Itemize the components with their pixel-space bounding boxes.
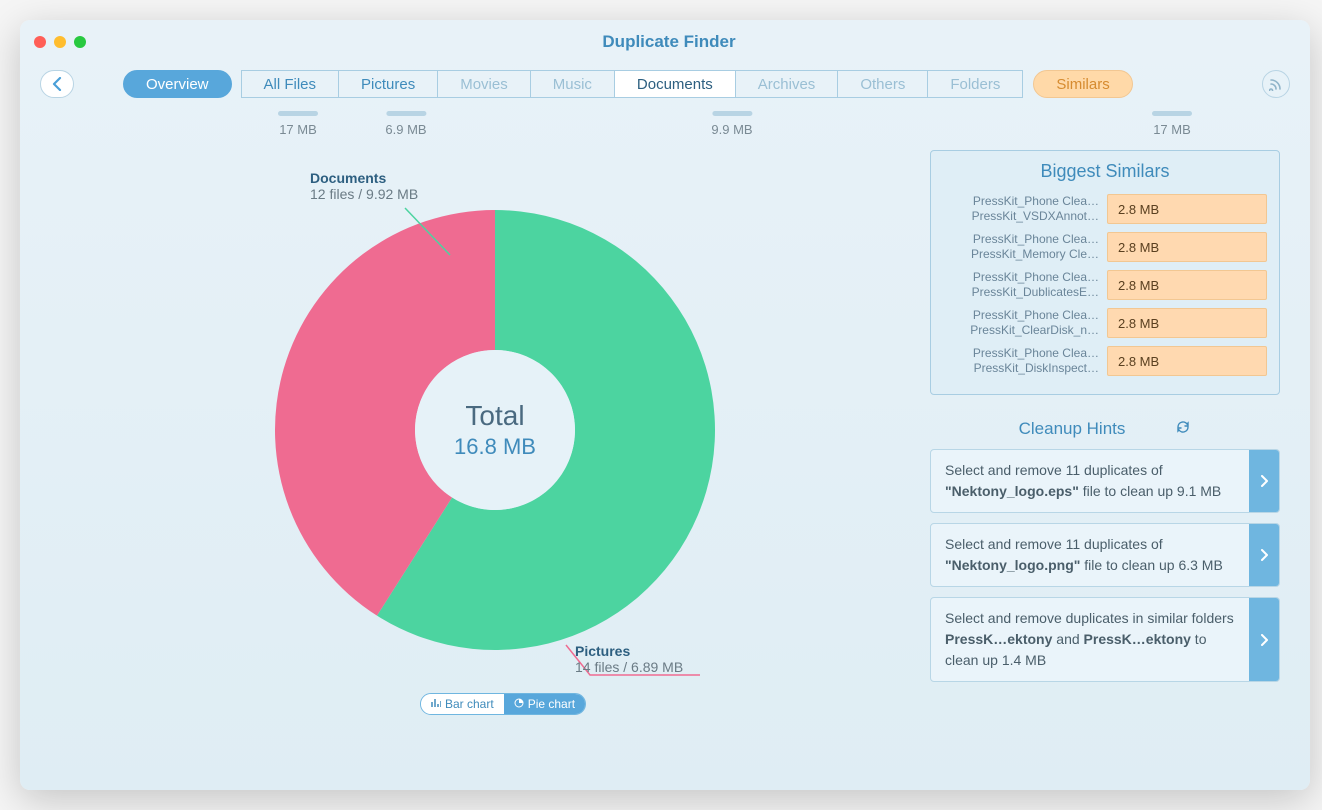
tab-all-files[interactable]: All Files [241,70,340,98]
toggle-pie-chart[interactable]: Pie chart [504,694,585,714]
size-hint: 6.9 MB [385,111,426,137]
biggest-similars-panel: Biggest Similars PressKit_Phone Clea…Pre… [930,150,1280,395]
tab-music[interactable]: Music [530,70,615,98]
hint-text: Select and remove 11 duplicates of "Nekt… [931,450,1249,512]
maximize-button[interactable] [74,36,86,48]
tab-pictures[interactable]: Pictures [338,70,438,98]
similar-size: 2.8 MB [1107,346,1267,376]
similar-names: PressKit_Phone Clea…PressKit_DiskInspect… [943,346,1099,376]
tab-others[interactable]: Others [837,70,928,98]
total-value: 16.8 MB [454,434,536,460]
titlebar: Duplicate Finder [20,20,1310,64]
minimize-button[interactable] [54,36,66,48]
refresh-hints-button[interactable] [1175,419,1191,439]
similar-size: 2.8 MB [1107,232,1267,262]
size-hint: 17 MB [1152,111,1192,137]
similar-size: 2.8 MB [1107,194,1267,224]
tab-similars[interactable]: Similars [1033,70,1132,98]
bar-chart-icon [431,697,441,711]
close-button[interactable] [34,36,46,48]
tab-documents[interactable]: Documents [614,70,736,98]
cleanup-hints-section: Cleanup Hints Select and remove 11 dupli… [930,415,1280,692]
refresh-icon [1175,419,1191,435]
slice-detail: 12 files / 9.92 MB [310,186,418,202]
hint-action-button[interactable] [1249,450,1279,512]
rss-icon [1269,77,1283,91]
similar-row[interactable]: PressKit_Phone Clea…PressKit_ClearDisk_n… [943,308,1267,338]
size-hint: 9.9 MB [711,111,752,137]
similar-row[interactable]: PressKit_Phone Clea…PressKit_DublicatesE… [943,270,1267,300]
total-label: Total [454,400,536,432]
tab-overview[interactable]: Overview [123,70,232,98]
window-title: Duplicate Finder [86,32,1252,52]
tab-size-hints: 17 MB 6.9 MB 9.9 MB 17 MB [20,104,1310,144]
tab-folders[interactable]: Folders [927,70,1023,98]
main-content: Documents 12 files / 9.92 MB Total 16.8 … [20,150,1310,750]
chevron-right-icon [1260,634,1268,646]
cleanup-hint: Select and remove 11 duplicates of "Nekt… [930,449,1280,513]
similar-names: PressKit_Phone Clea…PressKit_Memory Cle… [943,232,1099,262]
similar-row[interactable]: PressKit_Phone Clea…PressKit_VSDXAnnot… 2… [943,194,1267,224]
chevron-left-icon [52,77,62,91]
tab-archives[interactable]: Archives [735,70,839,98]
toggle-label: Bar chart [445,697,494,711]
category-tabs: Overview All Files Pictures Movies Music… [124,70,1133,98]
chart-label-pictures: Pictures 14 files / 6.89 MB [575,643,683,675]
tab-movies[interactable]: Movies [437,70,531,98]
chart-area: Documents 12 files / 9.92 MB Total 16.8 … [50,150,920,750]
chart-type-toggle: Bar chart Pie chart [420,693,586,715]
pie-chart-icon [514,697,524,711]
similar-names: PressKit_Phone Clea…PressKit_ClearDisk_n… [943,308,1099,338]
toggle-label: Pie chart [528,697,575,711]
back-button[interactable] [40,70,74,98]
chevron-right-icon [1260,475,1268,487]
hint-action-button[interactable] [1249,524,1279,586]
window-controls [34,36,86,48]
hints-header: Cleanup Hints [930,419,1280,439]
chart-label-documents: Documents 12 files / 9.92 MB [310,170,418,202]
hints-title: Cleanup Hints [1019,419,1126,439]
hint-text: Select and remove duplicates in similar … [931,598,1249,681]
app-window: Duplicate Finder Overview All Files Pict… [20,20,1310,790]
cleanup-hint: Select and remove 11 duplicates of "Nekt… [930,523,1280,587]
panel-title: Biggest Similars [943,161,1267,182]
size-hint: 17 MB [278,111,318,137]
hint-action-button[interactable] [1249,598,1279,681]
similar-size: 2.8 MB [1107,308,1267,338]
toggle-bar-chart[interactable]: Bar chart [421,694,504,714]
hint-text: Select and remove 11 duplicates of "Nekt… [931,524,1249,586]
donut-chart: Total 16.8 MB [275,210,715,650]
rss-button[interactable] [1262,70,1290,98]
slice-name: Pictures [575,643,683,659]
chevron-right-icon [1260,549,1268,561]
slice-name: Documents [310,170,418,186]
donut-center: Total 16.8 MB [454,400,536,460]
similar-row[interactable]: PressKit_Phone Clea…PressKit_Memory Cle…… [943,232,1267,262]
right-sidebar: Biggest Similars PressKit_Phone Clea…Pre… [930,150,1280,750]
toolbar: Overview All Files Pictures Movies Music… [20,64,1310,104]
cleanup-hint: Select and remove duplicates in similar … [930,597,1280,682]
similar-size: 2.8 MB [1107,270,1267,300]
similar-row[interactable]: PressKit_Phone Clea…PressKit_DiskInspect… [943,346,1267,376]
similar-names: PressKit_Phone Clea…PressKit_DublicatesE… [943,270,1099,300]
slice-detail: 14 files / 6.89 MB [575,659,683,675]
similar-names: PressKit_Phone Clea…PressKit_VSDXAnnot… [943,194,1099,224]
